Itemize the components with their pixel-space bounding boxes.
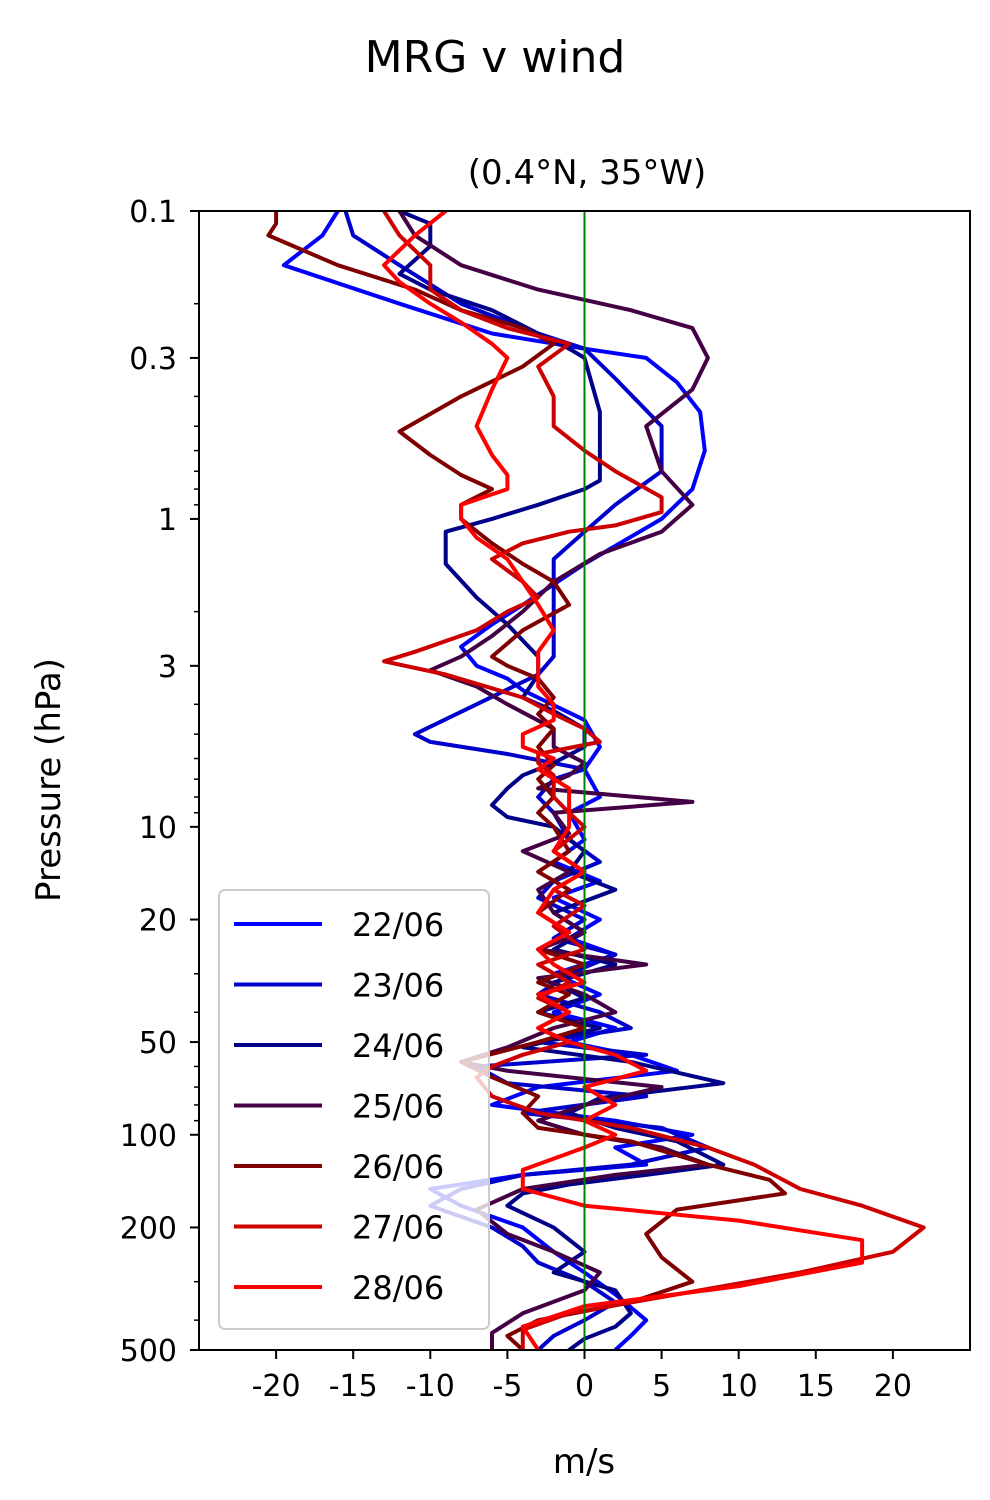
y-tick-label: 0.1	[129, 195, 177, 230]
y-tick-label: 3	[158, 650, 177, 685]
x-tick-label: -15	[329, 1369, 378, 1404]
y-tick-label: 500	[120, 1334, 177, 1369]
legend-box	[218, 889, 490, 1330]
y-tick-label: 10	[139, 811, 177, 846]
legend-label: 26/06	[352, 1148, 444, 1186]
chart-title: MRG v wind	[365, 32, 626, 83]
x-axis-label: m/s	[553, 1442, 615, 1482]
legend-label: 22/06	[352, 906, 444, 944]
legend-label: 24/06	[352, 1027, 444, 1065]
y-tick-label: 1	[158, 503, 177, 538]
series-line-26-06	[266, 211, 787, 1350]
x-axis: -20 -15 -10 -5 0 5 10 15 20	[252, 1350, 912, 1404]
x-tick-label: 0	[575, 1369, 594, 1404]
y-axis: 0.1 0.3 1 3 10 20 50 100 200 500	[120, 195, 199, 1369]
x-tick-label: 15	[797, 1369, 835, 1404]
legend-label: 28/06	[352, 1269, 444, 1307]
x-tick-label: -20	[252, 1369, 301, 1404]
y-tick-label: 200	[120, 1211, 177, 1246]
y-tick-label: 50	[139, 1026, 177, 1061]
x-tick-label: 20	[874, 1369, 912, 1404]
legend: 22/06 23/06 24/06 25/06 26/06 27/06 28/06	[218, 889, 490, 1330]
y-tick-label: 20	[139, 904, 177, 939]
y-tick-label: 0.3	[129, 342, 177, 377]
x-tick-label: -5	[492, 1369, 522, 1404]
legend-label: 23/06	[352, 967, 444, 1005]
y-tick-label: 100	[120, 1119, 177, 1154]
x-tick-label: 10	[720, 1369, 758, 1404]
x-tick-label: -10	[406, 1369, 455, 1404]
y-axis-label: Pressure (hPa)	[29, 658, 69, 902]
x-tick-label: 5	[652, 1369, 671, 1404]
series-line-25-06	[397, 211, 710, 1350]
legend-label: 25/06	[352, 1088, 444, 1126]
series-line-27-06	[382, 211, 926, 1350]
chart-subtitle: (0.4°N, 35°W)	[468, 153, 707, 193]
legend-label: 27/06	[352, 1209, 444, 1247]
